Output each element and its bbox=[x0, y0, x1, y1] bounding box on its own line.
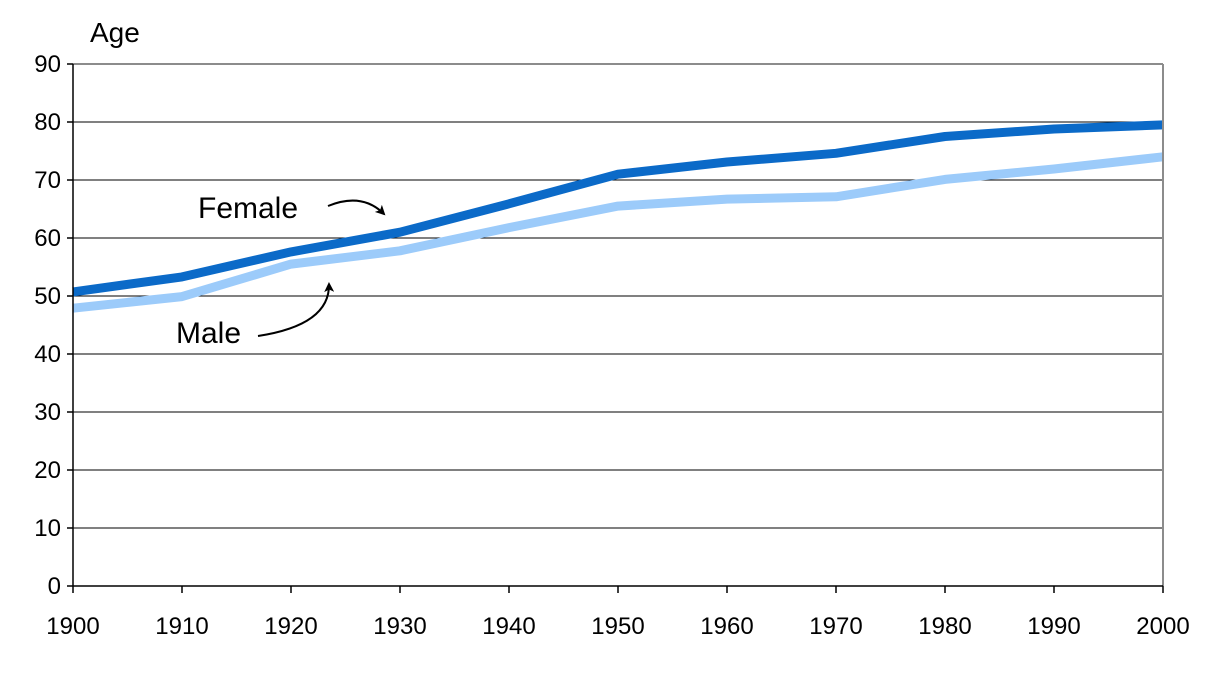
x-tick-label: 1990 bbox=[1027, 613, 1080, 640]
x-tick-label: 1930 bbox=[373, 613, 426, 640]
y-tick-label: 40 bbox=[34, 341, 61, 368]
female-arrow bbox=[327, 199, 386, 216]
x-tick-label: 1980 bbox=[918, 613, 971, 640]
y-tick-label: 30 bbox=[34, 399, 61, 426]
x-tick-label: 1950 bbox=[591, 613, 644, 640]
axes: 0 10 20 30 40 50 60 70 80 90 1900 1910 1920 1930 1940 1… bbox=[34, 51, 1189, 640]
series-lines bbox=[72, 120, 1164, 313]
male-arrow bbox=[257, 282, 335, 337]
series-line-male bbox=[72, 152, 1164, 313]
x-tick-label: 2000 bbox=[1136, 613, 1189, 640]
x-tick-label: 1920 bbox=[264, 613, 317, 640]
y-tick-label: 0 bbox=[48, 573, 61, 600]
female-series-label: Female bbox=[198, 192, 298, 225]
y-tick-label: 90 bbox=[34, 51, 61, 78]
y-tick-label: 50 bbox=[34, 283, 61, 310]
y-tick-label: 80 bbox=[34, 109, 61, 136]
y-tick-label: 60 bbox=[34, 225, 61, 252]
male-series-label: Male bbox=[176, 317, 241, 350]
y-tick-label: 70 bbox=[34, 167, 61, 194]
annotations: Female Male bbox=[176, 192, 386, 350]
y-axis-title: Age bbox=[90, 17, 140, 48]
x-tick-label: 1970 bbox=[809, 613, 862, 640]
x-tick-label: 1940 bbox=[482, 613, 535, 640]
series-line-female bbox=[72, 120, 1164, 297]
x-tick-label: 1910 bbox=[155, 613, 208, 640]
y-tick-label: 20 bbox=[34, 457, 61, 484]
x-tick-label: 1960 bbox=[700, 613, 753, 640]
x-tick-label: 1900 bbox=[46, 613, 99, 640]
labels: Age bbox=[90, 17, 140, 48]
y-tick-label: 10 bbox=[34, 515, 61, 542]
